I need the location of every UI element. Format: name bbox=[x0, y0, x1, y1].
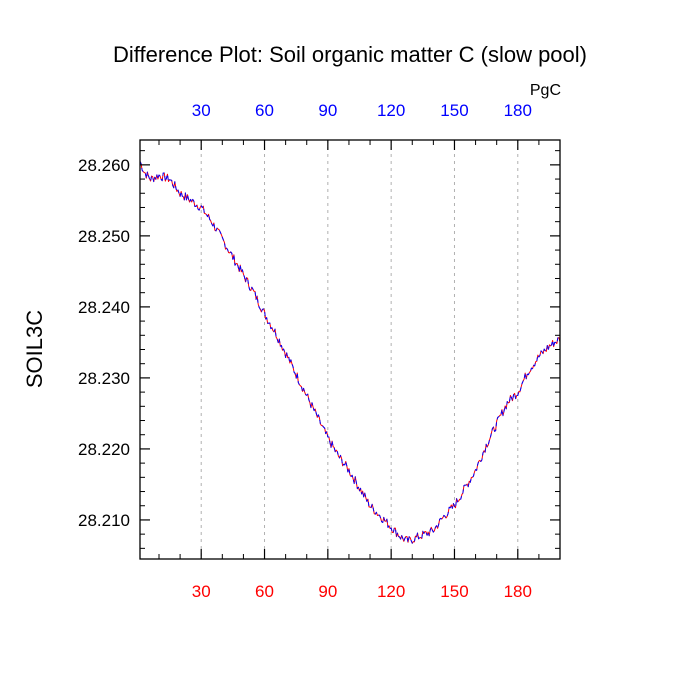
grid-lines bbox=[200, 140, 519, 559]
series-line-blue bbox=[139, 161, 561, 544]
chart-title: Difference Plot: Soil organic matter C (… bbox=[113, 42, 587, 67]
top-axis-unit-label: PgC bbox=[530, 82, 561, 99]
y-tick-label: 28.260 bbox=[78, 156, 130, 175]
series-lines bbox=[139, 161, 561, 544]
y-tick-label: 28.210 bbox=[78, 511, 130, 530]
y-tick-label: 28.230 bbox=[78, 369, 130, 388]
x-tick-label-bottom: 90 bbox=[318, 582, 337, 601]
axis-ticks: 30 30 60 60 90 90 120 120 150 150 180 180 28.210 28.2… bbox=[78, 101, 560, 601]
plot-frame bbox=[139, 139, 561, 560]
x-tick-label-top: 60 bbox=[255, 101, 274, 120]
x-tick-label-top: 150 bbox=[440, 101, 468, 120]
y-axis-label: SOIL3C bbox=[22, 310, 47, 388]
y-tick-label: 28.220 bbox=[78, 440, 130, 459]
x-tick-label-bottom: 60 bbox=[255, 582, 274, 601]
x-tick-label-top: 30 bbox=[192, 101, 211, 120]
x-tick-label-bottom: 30 bbox=[192, 582, 211, 601]
series-line-red bbox=[139, 161, 561, 544]
x-tick-label-bottom: 180 bbox=[504, 582, 532, 601]
x-tick-label-top: 90 bbox=[318, 101, 337, 120]
x-tick-label-top: 120 bbox=[377, 101, 405, 120]
x-tick-label-bottom: 120 bbox=[377, 582, 405, 601]
y-tick-label: 28.240 bbox=[78, 298, 130, 317]
x-tick-label-top: 180 bbox=[504, 101, 532, 120]
y-tick-label: 28.250 bbox=[78, 227, 130, 246]
x-tick-label-bottom: 150 bbox=[440, 582, 468, 601]
